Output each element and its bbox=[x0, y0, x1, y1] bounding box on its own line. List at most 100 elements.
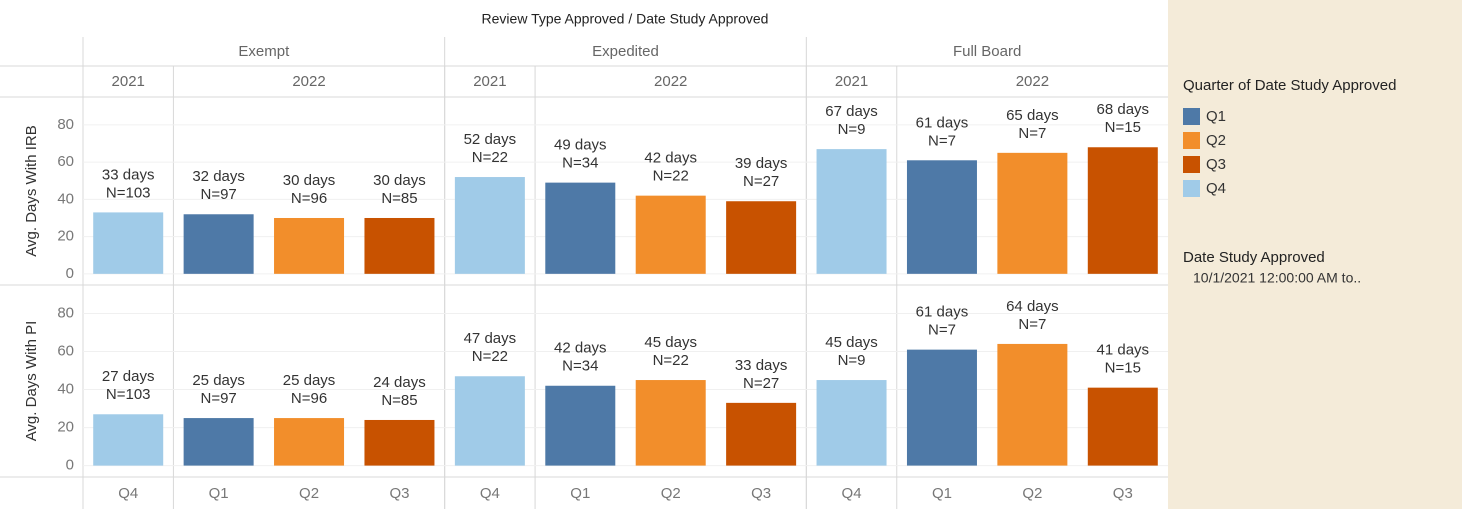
bar bbox=[274, 418, 345, 466]
value-label: 39 days bbox=[735, 155, 788, 172]
x-tick-label: Q4 bbox=[118, 485, 138, 502]
legend-label[interactable]: Q1 bbox=[1206, 108, 1226, 125]
value-label: 42 days bbox=[554, 340, 607, 357]
y-tick-label: 0 bbox=[66, 457, 74, 474]
bar bbox=[906, 349, 977, 466]
value-label: 47 days bbox=[464, 330, 517, 347]
value-label: 25 days bbox=[192, 372, 245, 389]
x-tick-label: Q4 bbox=[842, 485, 862, 502]
y-tick-label: 80 bbox=[57, 304, 74, 321]
bar bbox=[183, 418, 254, 466]
n-label: N=103 bbox=[106, 386, 151, 403]
legend-swatch[interactable] bbox=[1183, 108, 1200, 125]
bar bbox=[635, 380, 706, 466]
n-label: N=7 bbox=[1018, 316, 1046, 333]
bar bbox=[364, 217, 435, 274]
bar bbox=[997, 152, 1068, 274]
x-tick-label: Q2 bbox=[661, 485, 681, 502]
y-tick-label: 60 bbox=[57, 343, 74, 360]
bar bbox=[93, 414, 164, 466]
bar bbox=[726, 201, 797, 274]
value-label: 45 days bbox=[644, 334, 697, 351]
n-label: N=34 bbox=[562, 155, 598, 172]
bar bbox=[1087, 387, 1158, 466]
value-label: 67 days bbox=[825, 103, 878, 120]
group-label: Expedited bbox=[592, 43, 659, 60]
value-label: 41 days bbox=[1097, 342, 1150, 359]
year-label: 2022 bbox=[292, 73, 325, 90]
value-label: 27 days bbox=[102, 368, 155, 385]
bar bbox=[1087, 147, 1158, 274]
value-label: 49 days bbox=[554, 137, 607, 154]
bar bbox=[545, 182, 616, 274]
n-label: N=7 bbox=[928, 132, 956, 149]
bar bbox=[183, 214, 254, 274]
legend-swatch[interactable] bbox=[1183, 180, 1200, 197]
value-label: 52 days bbox=[464, 131, 517, 148]
year-label: 2021 bbox=[835, 73, 868, 90]
n-label: N=85 bbox=[381, 190, 417, 207]
n-label: N=96 bbox=[291, 190, 327, 207]
n-label: N=9 bbox=[838, 352, 866, 369]
y-axis-label: Avg. Days With IRB bbox=[23, 125, 40, 256]
filter-value[interactable]: 10/1/2021 12:00:00 AM to.. bbox=[1193, 270, 1361, 286]
year-label: 2021 bbox=[112, 73, 145, 90]
bar bbox=[454, 177, 525, 274]
y-tick-label: 40 bbox=[57, 381, 74, 398]
value-label: 42 days bbox=[644, 150, 697, 167]
n-label: N=15 bbox=[1105, 360, 1141, 377]
n-label: N=97 bbox=[200, 186, 236, 203]
n-label: N=9 bbox=[838, 121, 866, 138]
bar bbox=[635, 195, 706, 274]
x-tick-label: Q4 bbox=[480, 485, 500, 502]
legend-label[interactable]: Q3 bbox=[1206, 156, 1226, 173]
legend-label[interactable]: Q2 bbox=[1206, 132, 1226, 149]
filter-title: Date Study Approved bbox=[1183, 249, 1325, 266]
value-label: 64 days bbox=[1006, 298, 1059, 315]
x-tick-label: Q1 bbox=[209, 485, 229, 502]
y-axis-label: Avg. Days With PI bbox=[23, 321, 40, 442]
y-tick-label: 40 bbox=[57, 190, 74, 207]
n-label: N=96 bbox=[291, 390, 327, 407]
value-label: 65 days bbox=[1006, 107, 1059, 124]
n-label: N=22 bbox=[472, 348, 508, 365]
legend-swatch[interactable] bbox=[1183, 132, 1200, 149]
bar bbox=[816, 380, 887, 466]
y-tick-label: 20 bbox=[57, 228, 74, 245]
y-tick-label: 20 bbox=[57, 419, 74, 436]
value-label: 68 days bbox=[1097, 101, 1150, 118]
year-label: 2022 bbox=[1016, 73, 1049, 90]
year-label: 2022 bbox=[654, 73, 687, 90]
n-label: N=22 bbox=[653, 168, 689, 185]
value-label: 25 days bbox=[283, 372, 336, 389]
x-tick-label: Q1 bbox=[570, 485, 590, 502]
x-tick-label: Q3 bbox=[751, 485, 771, 502]
n-label: N=97 bbox=[200, 390, 236, 407]
value-label: 61 days bbox=[916, 114, 969, 131]
x-tick-label: Q3 bbox=[389, 485, 409, 502]
bar bbox=[454, 376, 525, 466]
bar bbox=[726, 402, 797, 466]
group-label: Full Board bbox=[953, 43, 1021, 60]
n-label: N=7 bbox=[1018, 125, 1046, 142]
value-label: 45 days bbox=[825, 334, 878, 351]
legend-title: Quarter of Date Study Approved bbox=[1183, 77, 1396, 94]
value-label: 61 days bbox=[916, 304, 969, 321]
bar bbox=[545, 385, 616, 466]
value-label: 32 days bbox=[192, 168, 245, 185]
value-label: 33 days bbox=[735, 357, 788, 374]
value-label: 30 days bbox=[283, 172, 336, 189]
n-label: N=85 bbox=[381, 392, 417, 409]
n-label: N=34 bbox=[562, 358, 598, 375]
n-label: N=27 bbox=[743, 375, 779, 392]
y-tick-label: 80 bbox=[57, 116, 74, 133]
n-label: N=7 bbox=[928, 322, 956, 339]
y-tick-label: 60 bbox=[57, 153, 74, 170]
legend-label[interactable]: Q4 bbox=[1206, 180, 1226, 197]
bar bbox=[997, 343, 1068, 466]
legend-swatch[interactable] bbox=[1183, 156, 1200, 173]
value-label: 30 days bbox=[373, 172, 426, 189]
x-tick-label: Q2 bbox=[299, 485, 319, 502]
value-label: 33 days bbox=[102, 166, 155, 183]
